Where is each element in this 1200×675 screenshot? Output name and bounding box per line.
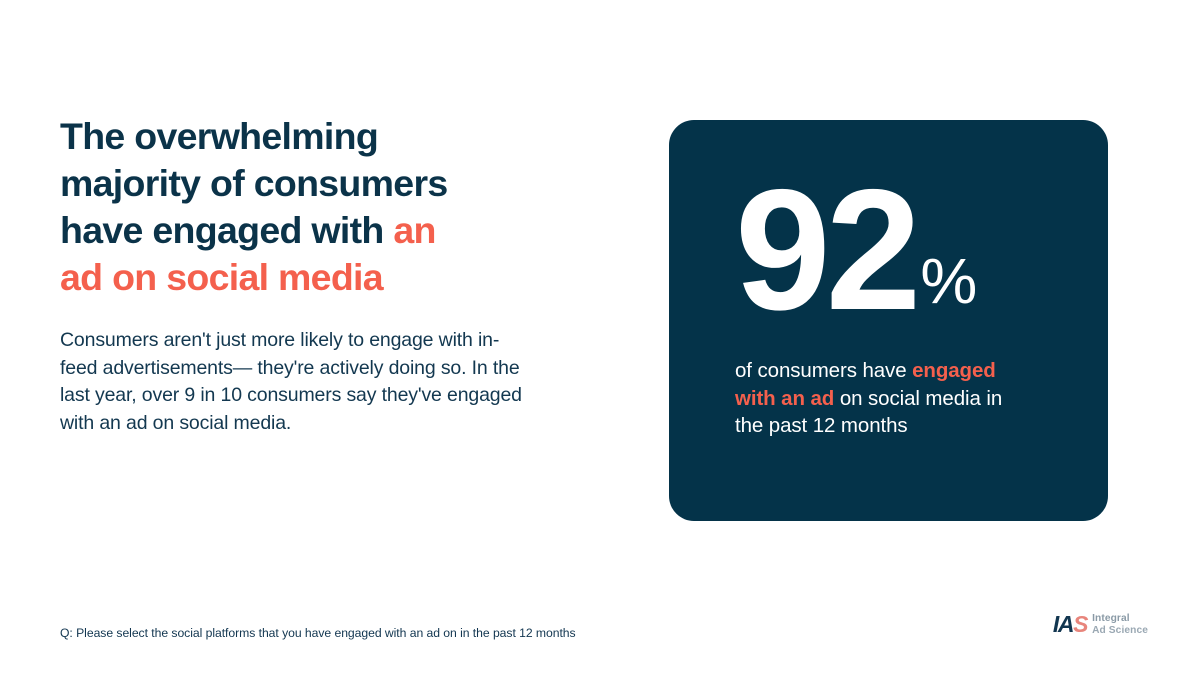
wordmark-line-2: Ad Science (1092, 624, 1148, 636)
lettermark-s: S (1073, 611, 1088, 637)
ias-lettermark-icon: IAS (1052, 611, 1089, 637)
stat-card: 92 % of consumers have engaged with an a… (669, 120, 1108, 521)
page-title: The overwhelming majority of consumers h… (60, 113, 540, 301)
stat-desc-part-1: of consumers have (735, 359, 913, 382)
stat-unit: % (920, 245, 977, 317)
body-paragraph: Consumers aren't just more likely to eng… (60, 329, 522, 434)
stat-desc-part-2: on social media in the past 12 months (735, 386, 1003, 438)
stat-description: of consumers have engaged with an ad on … (735, 357, 1035, 440)
headline-line-4-accent: ad on social media (60, 256, 384, 298)
ias-wordmark: Integral Ad Science (1092, 613, 1148, 636)
headline-line-3-accent: an (393, 209, 436, 251)
survey-question-footnote: Q: Please select the social platforms th… (60, 626, 576, 640)
stat-desc-accent: engaged with an ad (735, 359, 996, 410)
headline-line-1: The overwhelming (60, 115, 379, 157)
ias-logo: IAS Integral Ad Science (1053, 613, 1148, 636)
left-content-column: The overwhelming majority of consumers h… (60, 113, 540, 437)
stat-value: 92 (735, 154, 921, 346)
headline-line-2: majority of consumers (60, 162, 448, 204)
headline-line-3-plain: have engaged with (60, 209, 394, 251)
lettermark-ia: IA (1052, 611, 1075, 637)
stat-figure: 92 % (735, 154, 977, 346)
wordmark-line-1: Integral (1092, 613, 1130, 624)
